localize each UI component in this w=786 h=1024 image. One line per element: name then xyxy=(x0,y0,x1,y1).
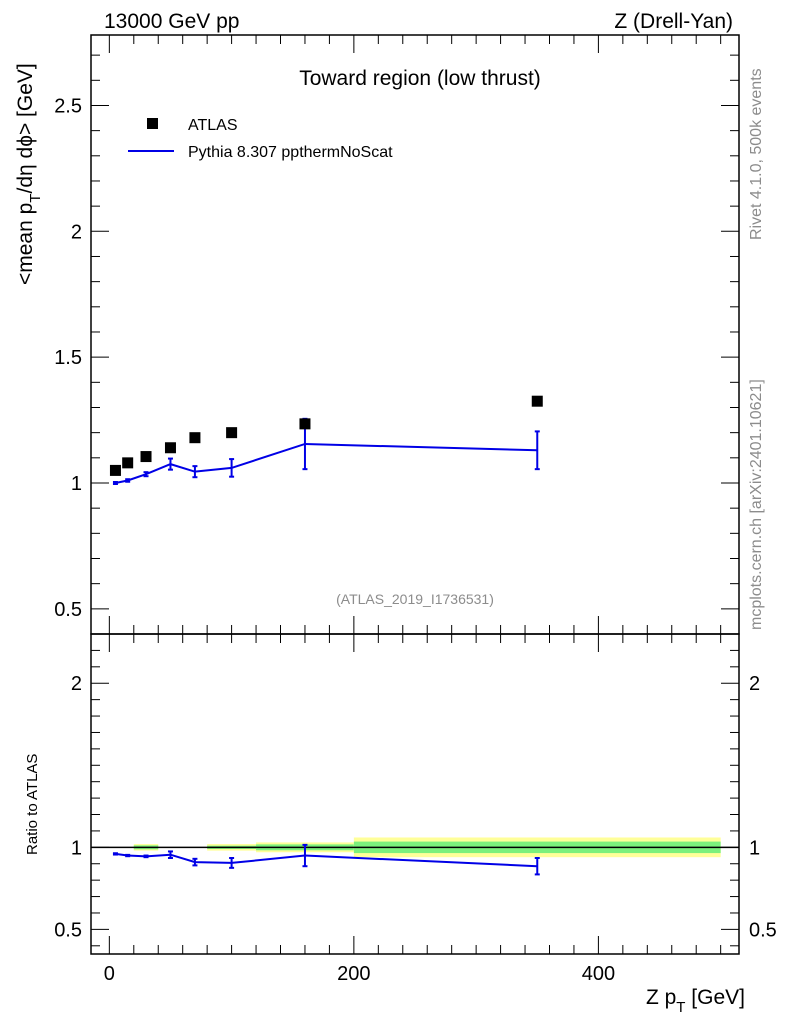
atlas-data-point xyxy=(189,432,201,444)
y-tick-label: 0.5 xyxy=(54,599,82,621)
atlas-data-point xyxy=(299,418,311,430)
ratio-panel: 0.5 0.5 1 1 2 2 0 200 400 Ratio to ATLAS Z pT [G… xyxy=(24,633,777,1016)
ratio-y-tick-label-left: 1 xyxy=(71,837,82,859)
ratio-y-tick-label-left: 0.5 xyxy=(54,919,82,941)
pythia-line xyxy=(115,442,538,484)
ratio-y-axis-title: Ratio to ATLAS xyxy=(24,754,41,855)
atlas-data-point xyxy=(140,451,152,463)
main-panel: 0.5 1 1.5 2 2.5 Toward region (low thrust) (… xyxy=(14,34,740,635)
ratio-line xyxy=(115,852,538,868)
y-tick-label: 1 xyxy=(71,473,82,495)
main-y-axis-title: <mean pT/dη dϕ> [GeV] xyxy=(14,63,44,285)
rivet-label: Rivet 4.1.0, 500k events xyxy=(748,68,765,240)
atlas-data-point xyxy=(122,457,134,469)
x-tick-label: 400 xyxy=(582,963,615,985)
ratio-frame xyxy=(90,633,740,955)
analysis-id: (ATLAS_2019_I1736531) xyxy=(336,591,494,607)
x-tick-label: 200 xyxy=(337,963,370,985)
legend: ATLAS Pythia 8.307 ppthermNoScat xyxy=(128,117,393,161)
ratio-y-tick-label-right: 2 xyxy=(749,673,760,695)
x-tick-label: 0 xyxy=(104,963,115,985)
legend-label-atlas: ATLAS xyxy=(188,117,238,134)
x-axis-title: Z pT [GeV] xyxy=(646,986,745,1016)
y-tick-label: 1.5 xyxy=(54,347,82,369)
atlas-data-point xyxy=(164,442,176,454)
legend-marker-atlas xyxy=(147,118,158,129)
main-title: Toward region (low thrust) xyxy=(299,67,541,90)
process-label: Z (Drell-Yan) xyxy=(614,10,733,33)
atlas-data-point xyxy=(109,464,121,476)
energy-label: 13000 GeV pp xyxy=(104,10,239,33)
ratio-y-tick-label-right: 0.5 xyxy=(749,919,777,941)
y-tick-label: 2 xyxy=(71,221,82,243)
ratio-y-tick-label-left: 2 xyxy=(71,673,82,695)
atlas-data-point xyxy=(226,427,238,439)
ratio-y-tick-label-right: 1 xyxy=(749,837,760,859)
atlas-data-point xyxy=(531,395,543,407)
mcplots-label: mcplots.cern.ch [arXiv:2401.10621] xyxy=(748,379,765,630)
legend-label-pythia: Pythia 8.307 ppthermNoScat xyxy=(188,144,393,161)
y-tick-label: 2.5 xyxy=(54,95,82,117)
